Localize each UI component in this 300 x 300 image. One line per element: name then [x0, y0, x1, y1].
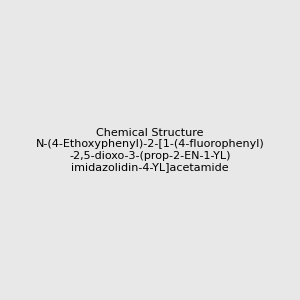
Text: Chemical Structure
N-(4-Ethoxyphenyl)-2-[1-(4-fluorophenyl)
-2,5-dioxo-3-(prop-2: Chemical Structure N-(4-Ethoxyphenyl)-2-… [36, 128, 264, 172]
